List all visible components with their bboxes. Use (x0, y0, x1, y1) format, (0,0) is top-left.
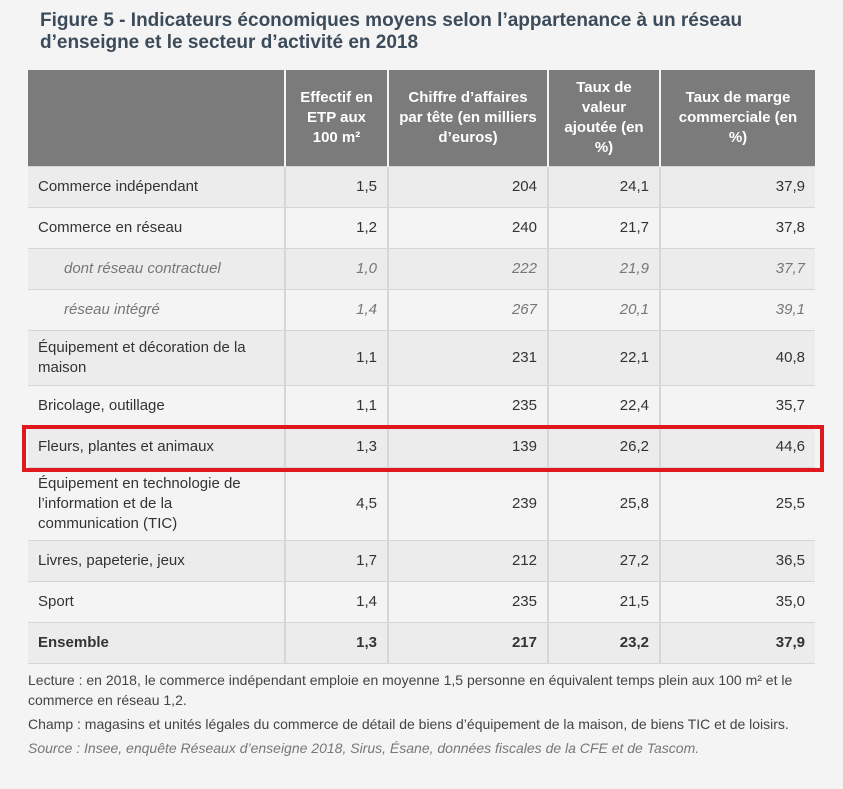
table-row: Commerce en réseau 1,2 240 21,7 37,8 (28, 207, 815, 249)
cell-taux-marge: 25,5 (659, 467, 815, 541)
row-label: Ensemble (28, 622, 285, 664)
indicators-table: Effectif en ETP aux 100 m² Chiffre d’aff… (28, 70, 815, 664)
table-row: réseau intégré 1,4 267 20,1 39,1 (28, 289, 815, 331)
header-taux-marge: Taux de marge commerciale (en %) (659, 70, 815, 167)
row-label: Commerce indépendant (28, 166, 285, 208)
cell-effectif: 1,0 (284, 248, 388, 290)
cell-taux-marge: 37,9 (659, 622, 815, 664)
cell-taux-valeur-ajoutee: 23,2 (547, 622, 660, 664)
cell-taux-marge: 39,1 (659, 289, 815, 331)
table-row: Fleurs, plantes et animaux 1,3 139 26,2 … (28, 426, 815, 468)
cell-taux-marge: 36,5 (659, 540, 815, 582)
table-row: Livres, papeterie, jeux 1,7 212 27,2 36,… (28, 540, 815, 582)
table-row: Équipement et décoration de la maison 1,… (28, 330, 815, 386)
cell-chiffre-affaires: 267 (387, 289, 548, 331)
cell-taux-valeur-ajoutee: 26,2 (547, 426, 660, 468)
cell-chiffre-affaires: 240 (387, 207, 548, 249)
cell-taux-marge: 40,8 (659, 330, 815, 386)
cell-effectif: 1,7 (284, 540, 388, 582)
cell-chiffre-affaires: 231 (387, 330, 548, 386)
cell-effectif: 1,1 (284, 385, 388, 427)
table-row: dont réseau contractuel 1,0 222 21,9 37,… (28, 248, 815, 290)
header-taux-valeur-ajoutee: Taux de valeur ajoutée (en %) (547, 70, 660, 167)
figure-title: Figure 5 - Indicateurs économiques moyen… (40, 10, 743, 53)
cell-taux-marge: 37,8 (659, 207, 815, 249)
table-row: Bricolage, outillage 1,1 235 22,4 35,7 (28, 385, 815, 427)
table-header-row: Effectif en ETP aux 100 m² Chiffre d’aff… (28, 70, 815, 167)
note-source: Source : Insee, enquête Réseaux d’enseig… (28, 740, 700, 756)
row-label: Sport (28, 581, 285, 623)
cell-effectif: 1,2 (284, 207, 388, 249)
cell-taux-valeur-ajoutee: 22,1 (547, 330, 660, 386)
cell-effectif: 1,5 (284, 166, 388, 208)
cell-effectif: 4,5 (284, 467, 388, 541)
cell-chiffre-affaires: 217 (387, 622, 548, 664)
table-row: Équipement en technologie de l’informati… (28, 467, 815, 541)
cell-effectif: 1,4 (284, 289, 388, 331)
cell-taux-valeur-ajoutee: 27,2 (547, 540, 660, 582)
row-label: Bricolage, outillage (28, 385, 285, 427)
cell-taux-valeur-ajoutee: 21,7 (547, 207, 660, 249)
cell-chiffre-affaires: 239 (387, 467, 548, 541)
cell-taux-marge: 44,6 (659, 426, 815, 468)
cell-effectif: 1,3 (284, 622, 388, 664)
row-label: Équipement en technologie de l’informati… (28, 467, 285, 541)
row-label: Commerce en réseau (28, 207, 285, 249)
notes: Lecture : en 2018, le commerce indépenda… (28, 670, 818, 762)
table-row-total: Ensemble 1,3 217 23,2 37,9 (28, 622, 815, 664)
row-label: réseau intégré (28, 289, 285, 331)
row-label: Livres, papeterie, jeux (28, 540, 285, 582)
cell-chiffre-affaires: 139 (387, 426, 548, 468)
cell-taux-marge: 35,7 (659, 385, 815, 427)
cell-taux-valeur-ajoutee: 25,8 (547, 467, 660, 541)
cell-effectif: 1,1 (284, 330, 388, 386)
table-row: Commerce indépendant 1,5 204 24,1 37,9 (28, 166, 815, 208)
note-lecture: Lecture : en 2018, le commerce indépenda… (28, 672, 793, 708)
cell-chiffre-affaires: 235 (387, 581, 548, 623)
cell-chiffre-affaires: 212 (387, 540, 548, 582)
cell-chiffre-affaires: 204 (387, 166, 548, 208)
row-label: Équipement et décoration de la maison (28, 330, 285, 386)
note-champ: Champ : magasins et unités légales du co… (28, 716, 789, 732)
row-label: dont réseau contractuel (28, 248, 285, 290)
cell-effectif: 1,4 (284, 581, 388, 623)
cell-chiffre-affaires: 222 (387, 248, 548, 290)
header-chiffre-affaires: Chiffre d’affaires par tête (en milliers… (387, 70, 548, 167)
cell-taux-valeur-ajoutee: 21,5 (547, 581, 660, 623)
cell-taux-valeur-ajoutee: 22,4 (547, 385, 660, 427)
row-label: Fleurs, plantes et animaux (28, 426, 285, 468)
header-label (28, 70, 285, 167)
cell-taux-marge: 35,0 (659, 581, 815, 623)
table-row: Sport 1,4 235 21,5 35,0 (28, 581, 815, 623)
cell-taux-valeur-ajoutee: 24,1 (547, 166, 660, 208)
cell-taux-marge: 37,9 (659, 166, 815, 208)
cell-effectif: 1,3 (284, 426, 388, 468)
cell-taux-marge: 37,7 (659, 248, 815, 290)
header-effectif: Effectif en ETP aux 100 m² (284, 70, 388, 167)
cell-taux-valeur-ajoutee: 21,9 (547, 248, 660, 290)
cell-chiffre-affaires: 235 (387, 385, 548, 427)
cell-taux-valeur-ajoutee: 20,1 (547, 289, 660, 331)
